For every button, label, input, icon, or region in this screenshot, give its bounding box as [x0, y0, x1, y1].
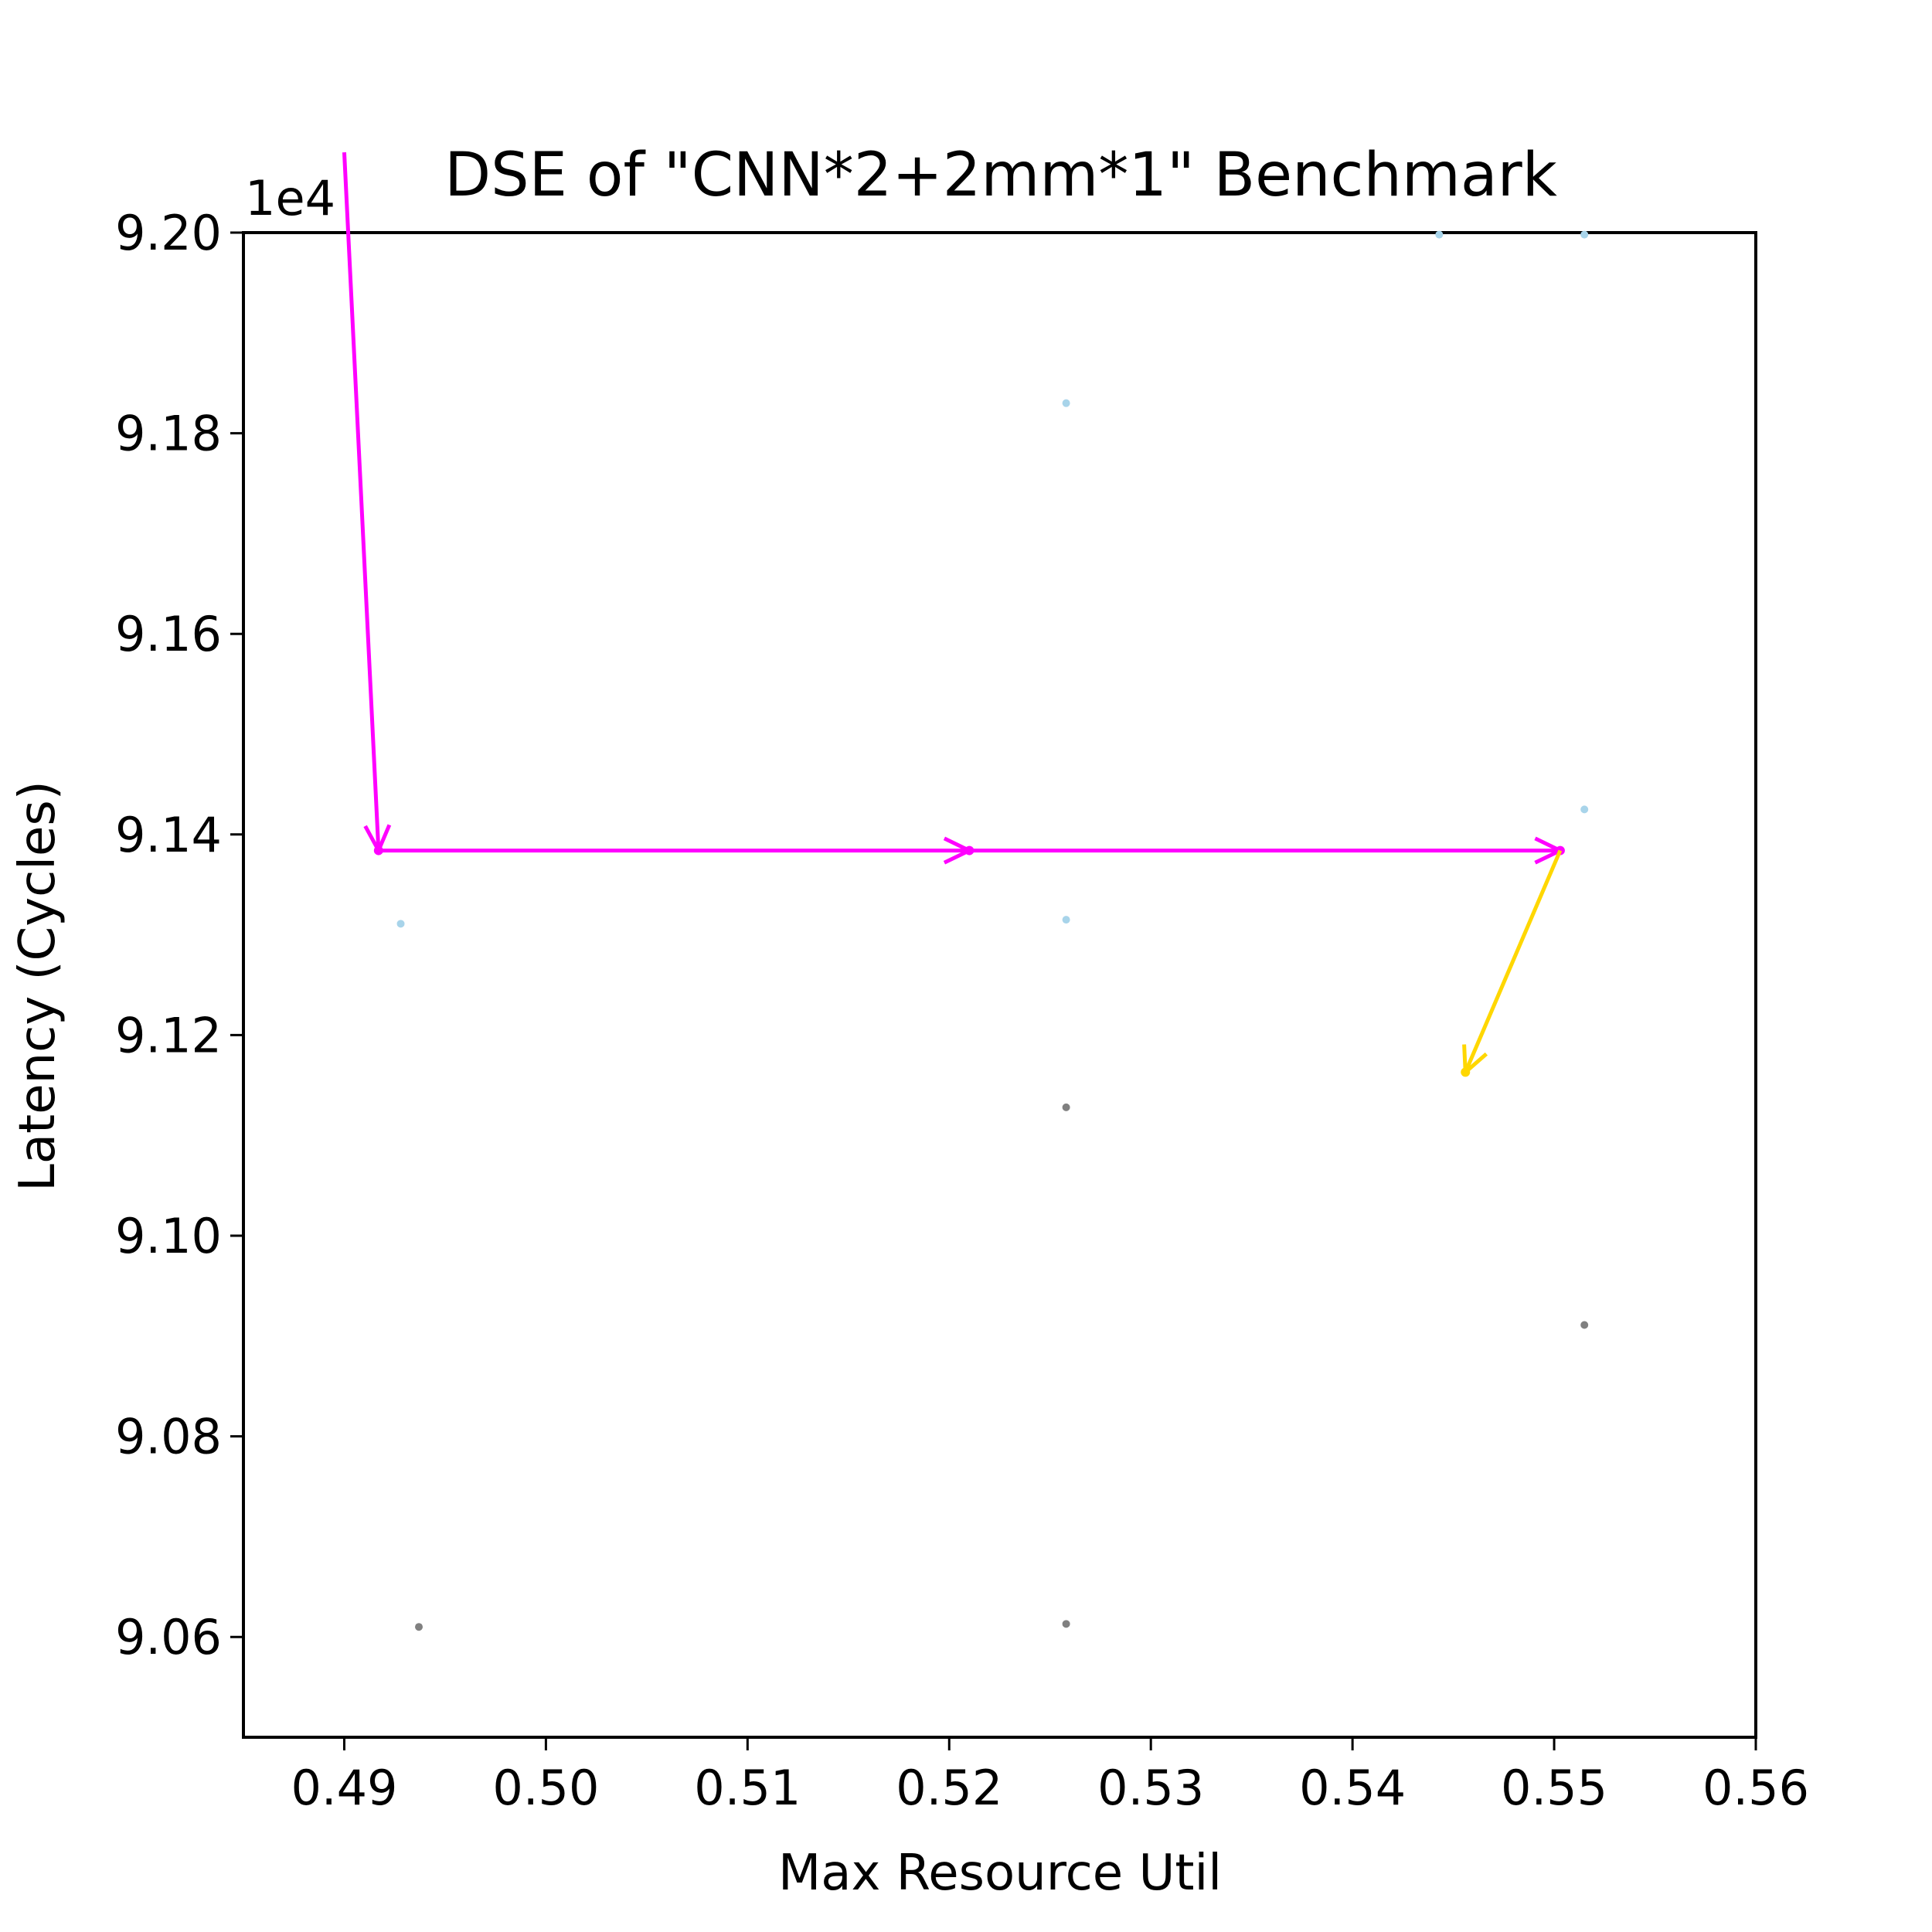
x-tick-label: 0.50: [492, 1760, 599, 1816]
data-point: [1580, 1321, 1589, 1329]
data-point: [1580, 805, 1589, 814]
x-axis: 0.49 0.50 0.51 0.52 0.53 0.54 0.55 0.56: [291, 1737, 1809, 1816]
y-tick-label: 9.08: [115, 1409, 222, 1465]
x-tick-label: 0.52: [896, 1760, 1002, 1816]
chart-title: DSE of "CNN*2+2mm*1" Benchmark: [444, 141, 1557, 210]
x-tick-label: 0.49: [291, 1760, 397, 1816]
x-tick-label: 0.53: [1097, 1760, 1204, 1816]
trajectory-arrow: [378, 836, 975, 865]
data-point: [1580, 230, 1589, 239]
data-point: [415, 1623, 423, 1631]
data-points: [396, 230, 1589, 1631]
data-point: [1062, 1620, 1070, 1628]
y-tick-label: 9.18: [115, 406, 222, 462]
y-axis-title: Latency (Cycles): [9, 781, 66, 1192]
data-point: [1435, 230, 1444, 239]
y-tick-label: 9.14: [115, 807, 222, 863]
x-axis-title: Max Resource Util: [778, 1845, 1222, 1902]
y-tick-label: 9.06: [115, 1609, 222, 1665]
data-point: [1062, 1103, 1070, 1111]
y-axis-offset-label: 1e4: [245, 170, 335, 226]
x-tick-label: 0.56: [1702, 1760, 1809, 1816]
y-tick-label: 9.16: [115, 606, 222, 662]
arrow-endpoint: [1461, 1067, 1471, 1077]
trajectory-arrow: [342, 152, 392, 855]
x-tick-label: 0.54: [1299, 1760, 1406, 1816]
plot-area: [242, 231, 1757, 1739]
y-tick-label: 9.12: [115, 1007, 222, 1063]
x-tick-label: 0.55: [1501, 1760, 1607, 1816]
trajectory-arrow: [969, 836, 1565, 865]
data-point: [396, 920, 405, 928]
trajectory-arrow: [1461, 849, 1563, 1077]
data-point: [1062, 916, 1070, 924]
trajectory-arrows: [342, 152, 1565, 1077]
y-tick-label: 9.20: [115, 205, 222, 261]
y-axis: 9.06 9.08 9.10 9.12 9.14 9.16 9.18 9.20: [115, 205, 243, 1665]
data-point: [1062, 399, 1070, 407]
x-tick-label: 0.51: [694, 1760, 801, 1816]
plot-border: [242, 231, 1757, 1739]
y-tick-label: 9.10: [115, 1208, 222, 1264]
